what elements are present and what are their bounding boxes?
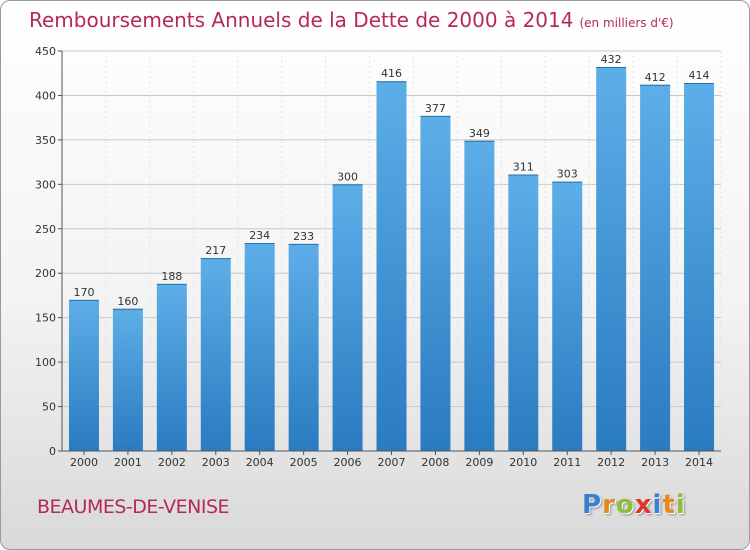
proxiti-logo: Proxiti xyxy=(582,490,686,520)
data-label-2006: 300 xyxy=(337,170,358,183)
logo-letter: i xyxy=(675,490,686,520)
logo-letter: t xyxy=(662,490,676,520)
y-tick-label: 50 xyxy=(42,401,56,414)
bar-2009 xyxy=(464,140,495,451)
x-tick-label-2003: 2003 xyxy=(202,456,230,469)
y-tick-label: 350 xyxy=(35,134,56,147)
y-tick-label: 200 xyxy=(35,267,56,280)
data-label-2010: 311 xyxy=(513,161,534,174)
data-label-2005: 233 xyxy=(293,230,314,243)
x-tick-label-2010: 2010 xyxy=(509,456,537,469)
bar-2014 xyxy=(684,83,715,451)
x-tick-label-2000: 2000 xyxy=(70,456,98,469)
x-tick-label-2005: 2005 xyxy=(290,456,318,469)
x-tick-label-2012: 2012 xyxy=(597,456,625,469)
bar-2008 xyxy=(420,115,451,451)
x-tick-label-2001: 2001 xyxy=(114,456,142,469)
bar-2005 xyxy=(288,243,319,451)
bar-2013 xyxy=(640,84,671,452)
x-tick-label-2013: 2013 xyxy=(641,456,669,469)
x-tick-label-2007: 2007 xyxy=(378,456,406,469)
data-label-2012: 432 xyxy=(601,53,622,66)
logo-letter: o xyxy=(615,490,635,520)
bar-2002 xyxy=(156,283,187,451)
logo-letter: x xyxy=(634,490,653,520)
data-label-2003: 217 xyxy=(205,244,226,257)
logo-letter: r xyxy=(602,490,616,520)
data-label-2011: 303 xyxy=(557,168,578,181)
data-label-2000: 170 xyxy=(73,286,94,299)
commune-name: BEAUMES-DE-VENISE xyxy=(37,496,230,518)
bar-2000 xyxy=(68,299,99,451)
y-tick-label: 400 xyxy=(35,89,56,102)
bar-2003 xyxy=(200,258,231,451)
bar-2007 xyxy=(376,81,407,451)
logo-letter: i xyxy=(652,490,663,520)
title-text: Remboursements Annuels de la Dette de 20… xyxy=(29,8,574,32)
data-label-2004: 234 xyxy=(249,229,270,242)
logo-letter: P xyxy=(582,490,603,520)
bar-2010 xyxy=(508,174,539,452)
x-tick-label-2004: 2004 xyxy=(246,456,274,469)
bars xyxy=(68,67,715,452)
axes: 0 50 100 150 200 250 300 350 400 450 2000 2001 2002 2… xyxy=(35,45,721,469)
bar-2001 xyxy=(112,308,143,451)
y-tick-label: 100 xyxy=(35,356,56,369)
x-tick-label-2008: 2008 xyxy=(421,456,449,469)
y-tick-label: 150 xyxy=(35,312,56,325)
data-label-2002: 188 xyxy=(161,270,182,283)
chart-subtitle: (en milliers d'€) xyxy=(579,16,674,30)
data-label-2008: 377 xyxy=(425,102,446,115)
data-label-2009: 349 xyxy=(469,127,490,140)
x-tick-label-2014: 2014 xyxy=(685,456,713,469)
x-tick-label-2002: 2002 xyxy=(158,456,186,469)
data-labels: 170 160 188 217 234 233 300 416 377 349 311 303 432 4… xyxy=(73,53,709,308)
x-tick-label-2011: 2011 xyxy=(553,456,581,469)
bar-2012 xyxy=(596,67,627,451)
bar-2006 xyxy=(332,184,363,452)
data-label-2014: 414 xyxy=(689,69,710,82)
x-tick-label-2006: 2006 xyxy=(334,456,362,469)
bar-2004 xyxy=(244,243,275,451)
y-tick-label: 450 xyxy=(35,45,56,58)
chart-title: Remboursements Annuels de la Dette de 20… xyxy=(29,8,674,32)
data-label-2001: 160 xyxy=(117,295,138,308)
y-tick-label: 0 xyxy=(49,445,56,458)
bar-2011 xyxy=(552,181,583,451)
x-tick-label-2009: 2009 xyxy=(465,456,493,469)
y-tick-label: 250 xyxy=(35,223,56,236)
data-label-2007: 416 xyxy=(381,67,402,80)
data-label-2013: 412 xyxy=(645,71,666,84)
y-tick-label: 300 xyxy=(35,178,56,191)
